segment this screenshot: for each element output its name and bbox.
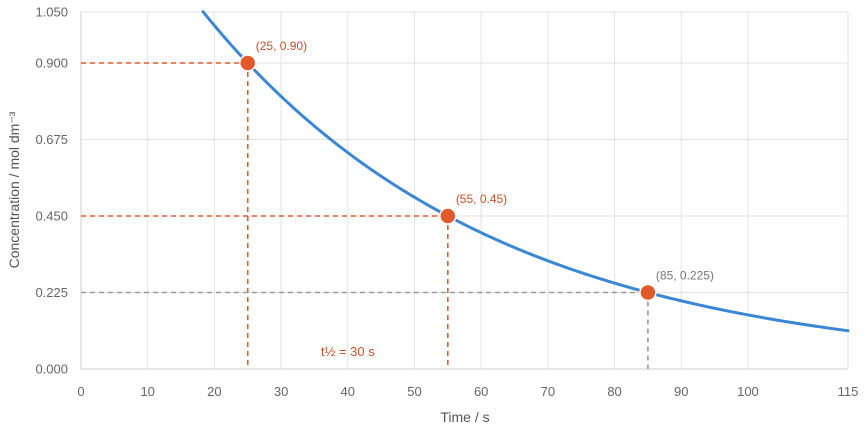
x-tick-label: 10	[140, 384, 154, 399]
x-tick-label: 30	[274, 384, 288, 399]
x-tick-label: 80	[607, 384, 621, 399]
y-tick-label: 0.225	[35, 285, 68, 300]
x-tick-label: 115	[838, 384, 859, 399]
x-tick-label: 70	[541, 384, 555, 399]
data-point-marker	[639, 283, 657, 302]
half-life-annotation: t½ = 30 s	[321, 344, 375, 359]
x-tick-label: 50	[407, 384, 421, 399]
x-tick-label: 40	[341, 384, 355, 399]
grid	[80, 11, 849, 370]
y-tick-label: 0.675	[35, 132, 68, 147]
decay-curve-line	[201, 10, 850, 333]
x-axis-title: Time / s	[440, 409, 489, 425]
x-tick-label: 0	[77, 384, 84, 399]
curve-layer	[201, 10, 850, 333]
data-point-marker	[238, 54, 257, 72]
y-tick-label: 0.900	[35, 56, 68, 71]
data-point-label: (25, 0.90)	[256, 39, 307, 53]
y-tick-label: 0.000	[35, 362, 68, 377]
guide-lines	[81, 62, 649, 369]
y-tick-label: 0.450	[35, 209, 68, 224]
data-point-marker	[439, 207, 457, 225]
x-tick-label: 20	[207, 384, 221, 399]
data-point-label: (85, 0.225)	[656, 269, 714, 283]
y-tick-label: 1.050	[35, 5, 68, 20]
x-tick-label: 100	[737, 384, 759, 399]
data-point-label: (55, 0.45)	[456, 192, 507, 206]
y-tick-labels: 0.000 0.225 0.450 0.675 0.900 1.050	[35, 5, 68, 377]
y-axis-title: Concentration / mol dm⁻³	[6, 111, 22, 268]
x-tick-label: 60	[474, 384, 488, 399]
x-tick-labels: 0 10 20 30 40 50 60 70 80 90 100 115	[77, 384, 858, 399]
data-points: (25, 0.90) (55, 0.45) (85, 0.225)	[238, 39, 714, 302]
x-tick-label: 90	[674, 384, 688, 399]
